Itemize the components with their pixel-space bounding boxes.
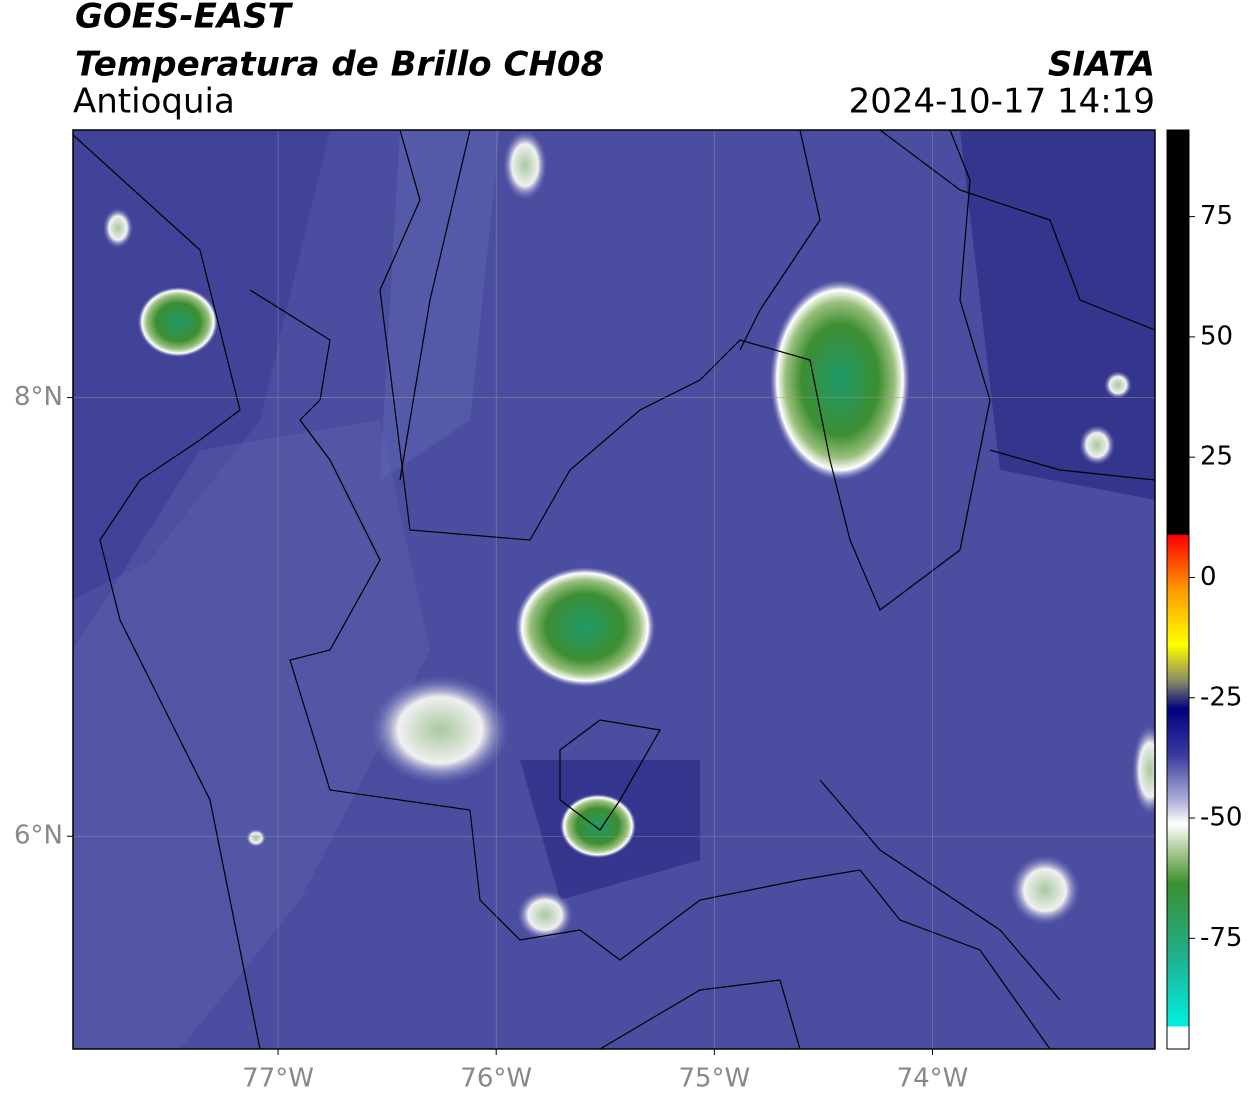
datetime: 2024-10-17 14:19 [849,82,1155,122]
y-tick-label: 6°N [14,821,63,851]
title: GOES-EAST [75,0,294,37]
colorbar-label: -25 [1200,682,1242,712]
map-frame [72,129,1156,1050]
colorbar-label: 25 [1200,442,1233,472]
x-tick-label: 75°W [678,1064,750,1094]
subtitle: Temperatura de Brillo CH08 [75,45,604,85]
colorbar-label: 0 [1200,562,1217,592]
colorbar-label: 75 [1200,201,1233,231]
x-tick-label: 74°W [897,1064,969,1094]
source: SIATA [1048,45,1155,85]
colorbar [1166,129,1190,1050]
x-tick-label: 76°W [460,1064,532,1094]
colorbar-label: -50 [1200,803,1242,833]
y-tick-label: 8°N [14,382,63,412]
colorbar-label: -75 [1200,923,1242,953]
x-tick-label: 77°W [242,1064,314,1094]
region: Antioquia [73,82,235,122]
grid [73,130,1155,1049]
colorbar-label: 50 [1200,321,1233,351]
map-image [73,130,1155,1049]
